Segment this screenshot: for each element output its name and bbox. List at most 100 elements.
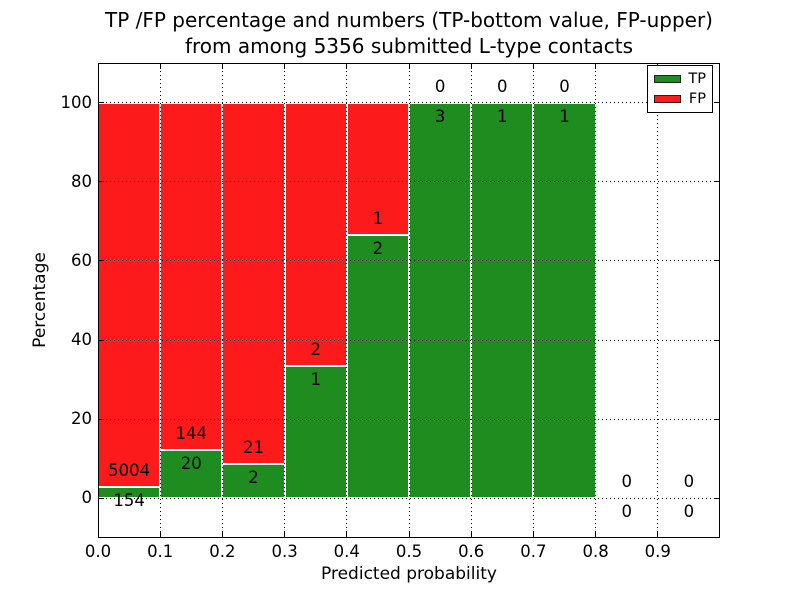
- fp-count-label: 0: [434, 76, 446, 96]
- fp-bar-segment: [222, 102, 285, 464]
- y-tick-label: 100: [60, 92, 93, 112]
- tp-legend-label: TP: [688, 71, 706, 88]
- y-tick-mark: [99, 260, 104, 262]
- y-tick-mark: [99, 339, 104, 341]
- y-tick-mark-right: [714, 102, 719, 104]
- tp-bar-segment: [160, 450, 223, 499]
- fp-count-label: 0: [683, 472, 695, 492]
- v-gridline: [532, 63, 534, 538]
- x-tick-mark-top: [97, 64, 99, 69]
- fp-count-label: 0: [497, 76, 508, 96]
- v-gridline: [284, 63, 286, 538]
- x-tick-label: 0.2: [209, 542, 236, 561]
- y-tick-mark-right: [714, 418, 719, 420]
- x-tick-mark-top: [346, 64, 348, 69]
- x-tick-mark-top: [284, 64, 286, 69]
- v-gridline: [408, 63, 410, 538]
- fp-count-label: 144: [175, 424, 208, 444]
- tp-count-label: 2: [372, 238, 384, 258]
- fp-count-label: 21: [243, 437, 264, 457]
- x-tick-label: 0.0: [84, 542, 112, 561]
- y-tick-label: 40: [71, 330, 92, 350]
- v-gridline: [595, 63, 597, 538]
- x-tick-mark: [97, 532, 99, 537]
- x-tick-mark: [221, 532, 223, 537]
- fp-count-label: 2: [310, 340, 321, 360]
- y-tick-mark: [99, 497, 104, 499]
- tp-count-label: 20: [180, 454, 202, 474]
- y-tick-mark-right: [714, 181, 719, 183]
- tp-count-label: 1: [559, 106, 570, 126]
- tp-bar-segment: [533, 102, 596, 499]
- fp-count-label: 0: [621, 472, 632, 492]
- y-tick-label: 0: [81, 488, 93, 508]
- x-tick-label: 0.9: [644, 542, 671, 561]
- y-tick-mark: [99, 102, 104, 104]
- x-tick-mark: [595, 532, 597, 537]
- x-tick-label: 0.8: [582, 542, 609, 561]
- tp-count-label: 2: [248, 467, 259, 487]
- tp-bar-segment: [222, 463, 285, 499]
- v-gridline: [221, 63, 223, 538]
- x-tick-mark-top: [532, 64, 534, 69]
- x-tick-mark-top: [221, 64, 223, 69]
- tp-count-label: 154: [113, 490, 145, 510]
- fp-count-label: 5004: [108, 460, 151, 480]
- v-gridline: [346, 63, 348, 538]
- y-tick-mark: [99, 181, 104, 183]
- v-gridline: [470, 63, 472, 538]
- x-tick-mark: [346, 532, 348, 537]
- tp-bar-segment: [284, 366, 347, 499]
- y-tick-mark-right: [714, 497, 719, 499]
- chart-title-line1: TP /FP percentage and numbers (TP-bottom…: [105, 8, 713, 32]
- legend-item-tp: TP: [654, 71, 706, 87]
- fp-legend-label: FP: [688, 90, 706, 107]
- chart-title: TP /FP percentage and numbers (TP-bottom…: [98, 7, 720, 59]
- x-tick-label: 0.3: [271, 542, 298, 561]
- x-tick-mark: [657, 532, 659, 537]
- tp-count-label: 3: [434, 106, 446, 126]
- fp-bar-segment: [284, 102, 347, 367]
- x-tick-label: 0.7: [520, 542, 547, 561]
- y-tick-mark: [99, 418, 104, 420]
- x-axis-label: Predicted probability: [321, 564, 497, 584]
- tp-count-label: 1: [310, 370, 321, 390]
- x-tick-label: 0.6: [458, 542, 485, 561]
- tp-count-label: 1: [497, 106, 508, 126]
- x-tick-mark: [532, 532, 534, 537]
- tp-count-label: 0: [621, 502, 632, 522]
- x-tick-mark-top: [159, 64, 161, 69]
- x-tick-label: 0.5: [395, 542, 423, 561]
- x-tick-mark: [408, 532, 410, 537]
- x-tick-mark-top: [408, 64, 410, 69]
- tp-bar-segment: [409, 102, 472, 499]
- tp-legend-swatch: [654, 75, 681, 84]
- legend: TP FP: [647, 65, 713, 113]
- fp-bar-segment: [98, 102, 161, 487]
- x-tick-label: 0.4: [333, 542, 360, 561]
- legend-item-fp: FP: [654, 91, 706, 107]
- tp-bar-segment: [471, 102, 534, 499]
- fp-bar-segment: [346, 102, 409, 235]
- y-tick-mark-right: [714, 260, 719, 262]
- x-tick-mark: [284, 532, 286, 537]
- y-tick-mark-right: [714, 339, 719, 341]
- tp-bar-segment: [346, 234, 409, 499]
- x-tick-mark-top: [595, 64, 597, 69]
- fp-count-label: 0: [559, 76, 570, 96]
- fp-bar-segment: [160, 102, 223, 451]
- y-tick-label: 60: [71, 250, 92, 270]
- x-tick-label: 0.1: [147, 542, 174, 561]
- v-gridline: [159, 63, 161, 538]
- fp-count-label: 1: [372, 208, 384, 228]
- x-tick-mark: [470, 532, 472, 537]
- chart-title-line2: from among 5356 submitted L-type contact…: [184, 34, 634, 58]
- fp-legend-swatch: [654, 94, 681, 103]
- y-tick-label: 20: [71, 409, 92, 429]
- y-tick-label: 80: [71, 171, 92, 191]
- x-tick-mark-top: [470, 64, 472, 69]
- v-gridline: [657, 63, 659, 538]
- x-tick-mark: [159, 532, 161, 537]
- tp-count-label: 0: [683, 502, 695, 522]
